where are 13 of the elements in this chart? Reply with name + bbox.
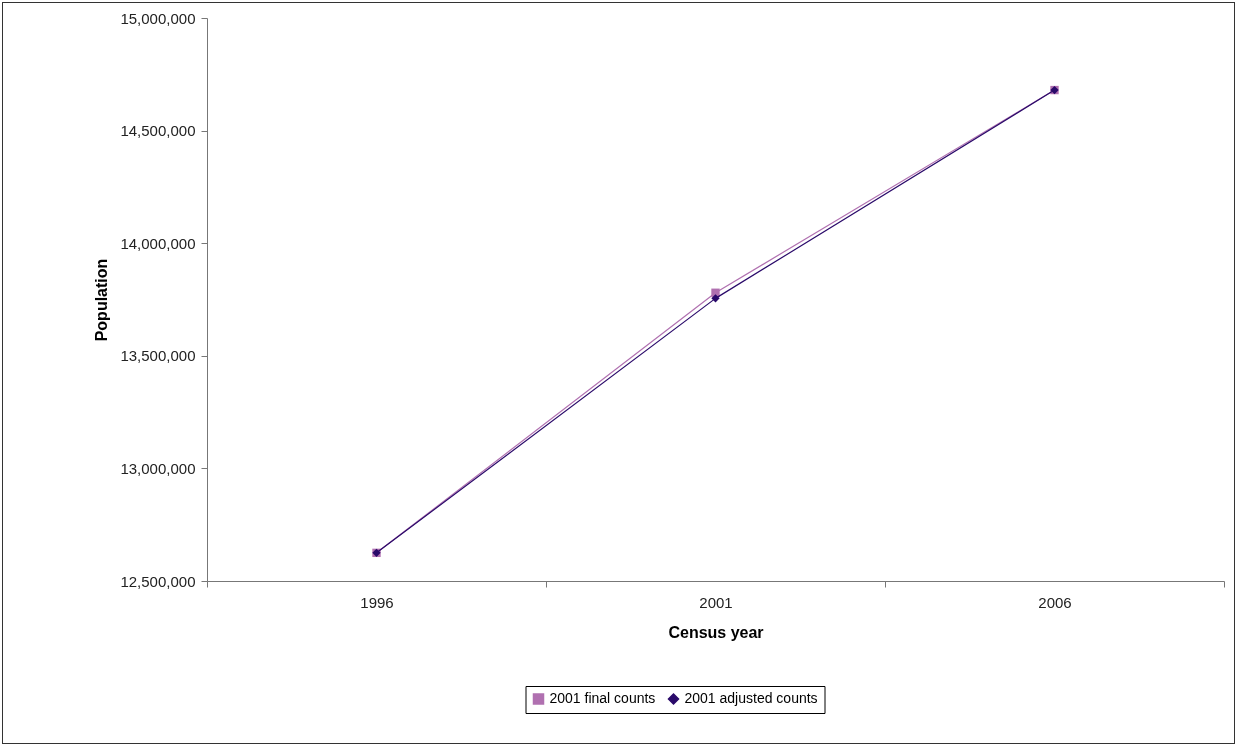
y-tick-label: 13,500,000 [120,347,196,365]
y-tick-label: 14,500,000 [120,122,196,140]
y-tick-label: 12,500,000 [120,572,196,590]
legend-label: 2001 final counts [549,690,656,706]
x-tick-label: 2006 [1038,593,1072,611]
y-tick-label: 14,000,000 [120,234,196,252]
legend-label: 2001 adjusted counts [684,690,818,706]
y-axis-title: Population [93,258,111,342]
y-tick-label: 13,000,000 [120,459,196,477]
x-axis-title: Census year [668,623,764,641]
x-tick-label: 1996 [360,593,394,611]
x-tick-label: 2001 [699,593,733,611]
y-tick-label: 15,000,000 [120,9,196,27]
